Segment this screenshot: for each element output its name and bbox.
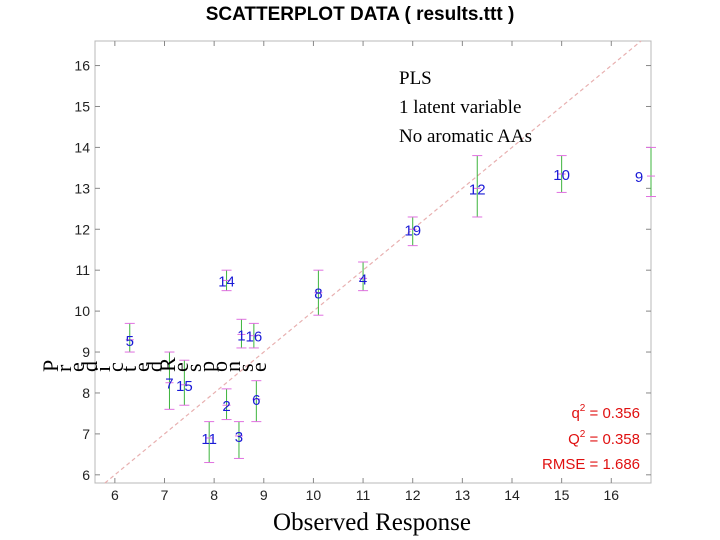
y-tick-label: 7	[82, 426, 90, 442]
stat-q2-large: Q2 = 0.358	[568, 429, 640, 448]
point-label: 19	[404, 222, 421, 239]
point-label: 16	[246, 329, 263, 346]
data-point: 4	[358, 261, 369, 292]
x-tick-label: 6	[111, 487, 119, 503]
point-label: 9	[635, 169, 643, 186]
x-tick-label: 9	[260, 487, 268, 503]
x-axis-ticks: 6 7 8 9 10 11 12 13 14 15 16	[111, 41, 619, 503]
x-tick-label: 7	[161, 487, 169, 503]
point-label: 3	[235, 429, 243, 446]
data-point: 1	[236, 318, 247, 349]
y-tick-label: 14	[74, 139, 90, 155]
point-label: 1	[237, 327, 245, 344]
x-axis-title: Observed Response	[273, 509, 471, 536]
point-label: 4	[359, 271, 367, 288]
data-point: 7	[164, 351, 175, 410]
data-point: 9	[635, 146, 656, 198]
data-point: 14	[218, 269, 235, 292]
y-axis-title-letter: d	[77, 361, 102, 372]
y-axis-title-letter: r	[51, 364, 76, 372]
point-label: 15	[176, 378, 193, 395]
y-axis-title-letter: P	[38, 360, 63, 372]
y-tick-label: 13	[74, 180, 90, 196]
x-tick-label: 14	[504, 487, 520, 503]
data-point: 15	[176, 359, 193, 406]
annotation-line-latent: 1 latent variable	[399, 97, 521, 118]
y-tick-label: 11	[75, 262, 90, 278]
data-point: 6	[251, 380, 262, 423]
point-label: 2	[222, 398, 230, 415]
x-tick-label: 8	[210, 487, 218, 503]
data-point: 5	[124, 322, 135, 353]
x-tick-label: 16	[603, 487, 619, 503]
y-axis-title-letter: e	[246, 362, 271, 372]
y-axis-title-letter: i	[90, 366, 115, 372]
y-tick-label: 16	[74, 58, 90, 74]
y-tick-label: 12	[74, 221, 90, 237]
y-axis-title-letter: o	[207, 361, 232, 372]
y-axis-title-letter: t	[116, 366, 141, 372]
y-axis-title-letter: p	[194, 361, 219, 372]
annotation-line-method: PLS	[399, 68, 432, 89]
identity-line	[104, 40, 642, 484]
x-tick-label: 11	[356, 487, 371, 503]
point-label: 5	[126, 333, 134, 350]
y-tick-label: 6	[82, 467, 90, 483]
data-point: 19	[404, 216, 421, 247]
y-axis-title-letter: s	[233, 363, 258, 372]
y-tick-label: 9	[82, 344, 90, 360]
stat-rmse: RMSE = 1.686	[542, 456, 640, 473]
x-tick-label: 12	[405, 487, 421, 503]
point-label: 7	[165, 376, 173, 393]
y-axis-title-letter: c	[103, 362, 128, 372]
annotation-line-filter: No aromatic AAs	[399, 126, 532, 147]
plot-frame	[94, 40, 652, 484]
y-axis-title-letter: e	[168, 362, 193, 372]
data-point: 8	[313, 269, 324, 316]
chart-title: SCATTERPLOT DATA ( results.ttt )	[205, 4, 515, 25]
stat-q2-small: q2 = 0.356	[571, 403, 640, 422]
y-axis-title-letter: d	[142, 361, 167, 372]
y-axis-title-letter: e	[129, 362, 154, 372]
y-tick-label: 8	[82, 385, 90, 401]
data-point: 10	[553, 155, 570, 193]
y-axis-title-letter: e	[64, 362, 89, 372]
y-tick-label: 10	[74, 303, 90, 319]
y-axis-title-letter: s	[181, 363, 206, 372]
y-axis-title-letter: n	[220, 361, 245, 372]
point-label: 6	[252, 392, 260, 409]
point-label: 14	[218, 273, 235, 290]
point-label: 8	[314, 286, 322, 303]
y-axis-title-letter: R	[155, 357, 180, 372]
y-tick-label: 15	[74, 98, 90, 114]
data-point: 16	[246, 322, 263, 349]
point-label: 10	[553, 167, 570, 184]
data-point: 11	[201, 421, 217, 464]
x-tick-label: 15	[554, 487, 570, 503]
point-label: 12	[469, 181, 486, 198]
x-tick-label: 10	[306, 487, 322, 503]
data-point: 2	[221, 388, 232, 421]
data-point: 12	[469, 155, 486, 218]
data-point: 3	[233, 421, 244, 459]
point-label: 11	[201, 431, 217, 448]
x-tick-label: 13	[455, 487, 471, 503]
